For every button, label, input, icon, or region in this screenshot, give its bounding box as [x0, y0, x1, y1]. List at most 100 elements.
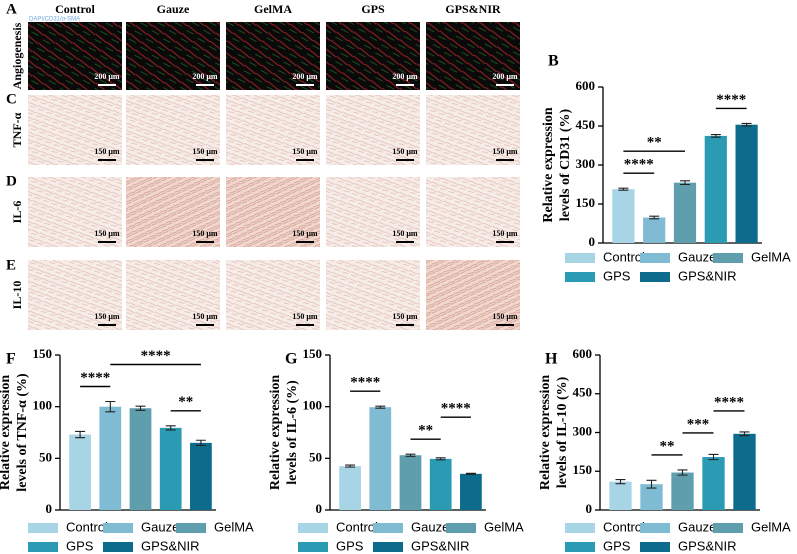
error-bar: [345, 464, 356, 468]
y-tick-label: 100: [33, 398, 53, 413]
legend-swatch: [640, 542, 670, 552]
panel-letter: H: [545, 351, 558, 368]
legend-label: GPS: [66, 538, 94, 553]
bar: [369, 407, 392, 510]
micrograph: [426, 95, 520, 165]
micrograph: [28, 22, 122, 90]
micrograph: [226, 95, 320, 165]
scale-label: 150 μm: [292, 229, 318, 238]
micrograph: [226, 22, 320, 90]
legend-label: Gauze: [678, 519, 716, 534]
bar: [673, 182, 697, 243]
y-tick-label: 0: [316, 501, 323, 516]
micrograph: [126, 177, 220, 247]
legend-label: GelMA: [751, 249, 791, 264]
scale-label: 150 μm: [94, 312, 120, 321]
legend-label: Control: [603, 519, 645, 534]
y-tick-label: 450: [573, 385, 593, 400]
micrograph: [426, 177, 520, 247]
scale-label: 150 μm: [94, 229, 120, 238]
significance-label: ****: [716, 92, 746, 108]
error-bar: [649, 215, 660, 220]
stain-legend: DAPI/CD31/α-SMA: [29, 17, 80, 23]
micrograph: [226, 177, 320, 247]
legend-swatch: [28, 523, 58, 533]
micrograph: [28, 177, 122, 247]
scale-label: 150 μm: [392, 229, 418, 238]
legend-swatch: [298, 542, 328, 552]
bar: [733, 433, 756, 510]
bar: [399, 455, 422, 510]
scale-label: 150 μm: [192, 312, 218, 321]
legend-swatch: [373, 523, 403, 533]
y-axis-label: Relative expression: [538, 375, 553, 490]
y-axis-label: Relative expression: [541, 107, 556, 222]
bar: [640, 484, 663, 510]
significance-label: **: [647, 135, 662, 151]
error-bar: [710, 134, 721, 138]
legend-label: Gauze: [141, 519, 179, 534]
scale-label: 200 μm: [392, 72, 418, 81]
scale-label: 150 μm: [492, 312, 518, 321]
significance-label: ****: [714, 394, 744, 410]
legend-label: GelMA: [484, 519, 524, 534]
panel-letter: C: [6, 91, 17, 107]
scale-label: 200 μm: [292, 72, 318, 81]
legend-label: Gauze: [678, 249, 716, 264]
micrograph: [28, 95, 122, 165]
panel-letter: A: [6, 1, 17, 17]
panel-letter: B: [548, 53, 559, 70]
legend-label: Control: [66, 519, 108, 534]
legend-swatch: [640, 523, 670, 533]
error-bar: [680, 180, 690, 186]
y-axis-label: levels of TNF-α (%): [15, 373, 30, 492]
bar: [704, 135, 727, 243]
significance-label: **: [418, 423, 433, 439]
legend-swatch: [565, 253, 595, 263]
error-bar: [741, 122, 752, 127]
y-axis-label: levels of IL-6 (%): [285, 380, 300, 485]
bar: [735, 124, 758, 243]
scale-label: 200 μm: [192, 72, 218, 81]
significance-label: **: [178, 394, 193, 410]
legend-swatch: [28, 542, 58, 552]
legend-label: Gauze: [411, 519, 449, 534]
legend-swatch: [565, 542, 595, 552]
legend-swatch: [640, 253, 670, 263]
micrograph: [426, 22, 520, 90]
micrograph: [226, 260, 320, 330]
error-bar: [646, 479, 657, 489]
y-axis-label: Relative expression: [0, 375, 13, 490]
significance-label: ****: [350, 375, 380, 391]
bar: [609, 481, 632, 510]
y-tick-label: 50: [309, 449, 322, 464]
legend-swatch: [446, 523, 476, 533]
panel-letter: E: [6, 257, 16, 273]
scale-label: 150 μm: [392, 147, 418, 156]
y-tick-label: 300: [576, 156, 596, 171]
legend-label: GPS: [603, 268, 631, 283]
scale-label: 200 μm: [492, 72, 518, 81]
micrograph: [28, 260, 122, 330]
significance-label: ****: [624, 157, 654, 173]
error-bar: [195, 439, 206, 446]
legend-swatch: [713, 523, 743, 533]
scale-label: 150 μm: [94, 147, 120, 156]
y-tick-label: 0: [589, 234, 596, 249]
bar: [69, 434, 91, 510]
error-bar: [165, 425, 176, 431]
y-tick-label: 100: [303, 398, 323, 413]
y-tick-label: 150: [33, 346, 53, 361]
error-bar: [75, 430, 86, 439]
scale-label: 200 μm: [94, 72, 120, 81]
micrograph: [326, 22, 420, 90]
micrograph: [126, 22, 220, 90]
error-bar: [465, 472, 476, 475]
legend-swatch: [176, 523, 206, 533]
column-header: GelMA: [254, 2, 292, 16]
legend-label: GPS&NIR: [141, 538, 200, 553]
error-bar: [435, 457, 446, 461]
legend-label: GelMA: [751, 519, 791, 534]
